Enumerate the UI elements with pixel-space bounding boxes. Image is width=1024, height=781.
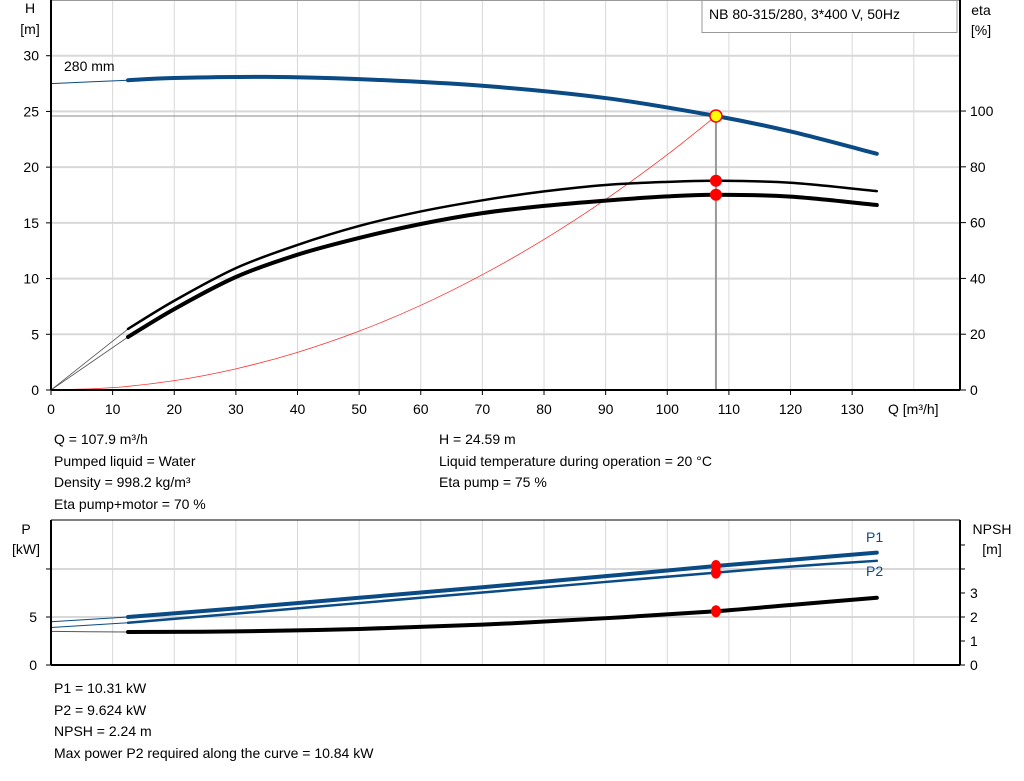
eta_pump-curve: [126, 179, 879, 331]
h-axis-label: H: [25, 0, 35, 16]
q-tick-label: 70: [475, 401, 491, 417]
chart-title: NB 80-315/280, 3*400 V, 50Hz: [709, 6, 900, 22]
q-tick-label: 90: [598, 401, 614, 417]
q-tick-label: 100: [656, 401, 680, 417]
info-p2: P2 = 9.624 kW: [54, 701, 147, 718]
p1-extrapolation-line: [50, 616, 129, 623]
npsh-tick-label: 2: [970, 609, 978, 625]
eta-tick-label: 100: [970, 103, 994, 119]
p1-series-label: P1: [866, 529, 883, 545]
eta-pump-duty-marker: [709, 174, 722, 187]
npsh-tick-label: 1: [970, 633, 978, 649]
p-axis-unit: [kW]: [12, 541, 40, 557]
curve-diameter-label: 280 mm: [64, 58, 115, 74]
q-tick-label: 30: [228, 401, 244, 417]
p1-curve: [126, 550, 879, 619]
info-npsh: NPSH = 2.24 m: [54, 723, 152, 739]
eta-tick-label: 40: [970, 270, 986, 286]
h-tick-label: 25: [23, 103, 39, 119]
h-axis-unit: [m]: [20, 21, 39, 37]
h-tick-label: 15: [23, 215, 39, 231]
q-axis-label: Q [m³/h]: [888, 401, 939, 417]
eta_pump_motor-extrapolation-line: [50, 336, 129, 391]
info-liquid: Pumped liquid = Water: [54, 452, 196, 469]
p2-extrapolation-line: [50, 622, 129, 629]
p-axis-label: P: [21, 521, 30, 537]
info-eta-pump-motor: Eta pump+motor = 70 %: [54, 495, 206, 512]
p2-series-label: P2: [866, 563, 883, 579]
gridlines: [51, 0, 960, 665]
eta-axis-label: eta: [971, 2, 991, 18]
h-tick-label: 30: [23, 48, 39, 64]
title-box: [701, 0, 958, 33]
q-tick-label: 20: [166, 401, 182, 417]
p-tick-label: 0: [29, 657, 37, 673]
h-tick-label: 5: [31, 326, 39, 342]
info-max-power: Max power P2 required along the curve = …: [54, 744, 374, 761]
h-tick-label: 10: [23, 271, 39, 287]
info-density: Density = 998.2 kg/m³: [54, 474, 191, 490]
q-tick-label: 50: [351, 401, 367, 417]
info-eta-pump: Eta pump = 75 %: [439, 474, 547, 490]
eta-tick-label: 60: [970, 215, 986, 231]
info-top-left: Q = 107.9 m³/h Pumped liquid = Water Den…: [54, 429, 206, 515]
duty-point-marker: [709, 109, 723, 123]
npsh-axis-label: NPSH: [973, 521, 1012, 537]
eta-tick-label: 0: [970, 382, 978, 398]
p2-duty-marker: [710, 566, 721, 579]
h-tick-label: 0: [31, 382, 39, 398]
eta_pump_motor-curve: [126, 192, 879, 339]
eta_pump-extrapolation-line: [50, 328, 129, 391]
q-tick-label: 40: [290, 401, 306, 417]
eta-tick-label: 20: [970, 326, 986, 342]
info-temperature: Liquid temperature during operation = 20…: [439, 452, 712, 469]
npsh-tick-label: 0: [970, 657, 978, 673]
eta-axis-unit: [%]: [971, 22, 991, 38]
eta-pump-motor-duty-marker: [709, 188, 722, 201]
q-tick-label: 130: [840, 401, 864, 417]
npsh-tick-label: 3: [970, 585, 978, 601]
q-tick-label: 80: [536, 401, 552, 417]
duty-markers: [709, 109, 723, 618]
axes: [46, 0, 966, 666]
npsh-curve: [126, 595, 879, 634]
info-bottom: P1 = 10.31 kW P2 = 9.624 kW NPSH = 2.24 …: [54, 678, 373, 764]
info-p1: P1 = 10.31 kW: [54, 680, 147, 696]
eta-tick-label: 80: [970, 159, 986, 175]
q-tick-label: 110: [718, 401, 741, 417]
q-tick-label: 120: [779, 401, 803, 417]
q-tick-label: 60: [413, 401, 429, 417]
h-tick-label: 20: [23, 159, 39, 175]
system-curve: [50, 115, 717, 391]
q-tick-label: 0: [47, 401, 55, 417]
head-curve: [126, 74, 879, 156]
curves: [50, 74, 879, 634]
head-extrapolation-line: [50, 79, 129, 85]
p-tick-label: 5: [29, 609, 37, 625]
info-head: H = 24.59 m: [439, 431, 516, 447]
npsh-axis-unit: [m]: [982, 541, 1001, 557]
labels: H [m] eta [%] Q [m³/h] 280 mm NB 80-315/…: [12, 0, 1011, 673]
info-top-right: H = 24.59 m Liquid temperature during op…: [439, 429, 712, 494]
info-flow: Q = 107.9 m³/h: [54, 431, 148, 447]
npsh-duty-marker: [710, 605, 721, 618]
p2-curve: [126, 559, 879, 624]
npsh-extrapolation-line: [50, 630, 129, 633]
q-tick-label: 10: [105, 401, 121, 417]
